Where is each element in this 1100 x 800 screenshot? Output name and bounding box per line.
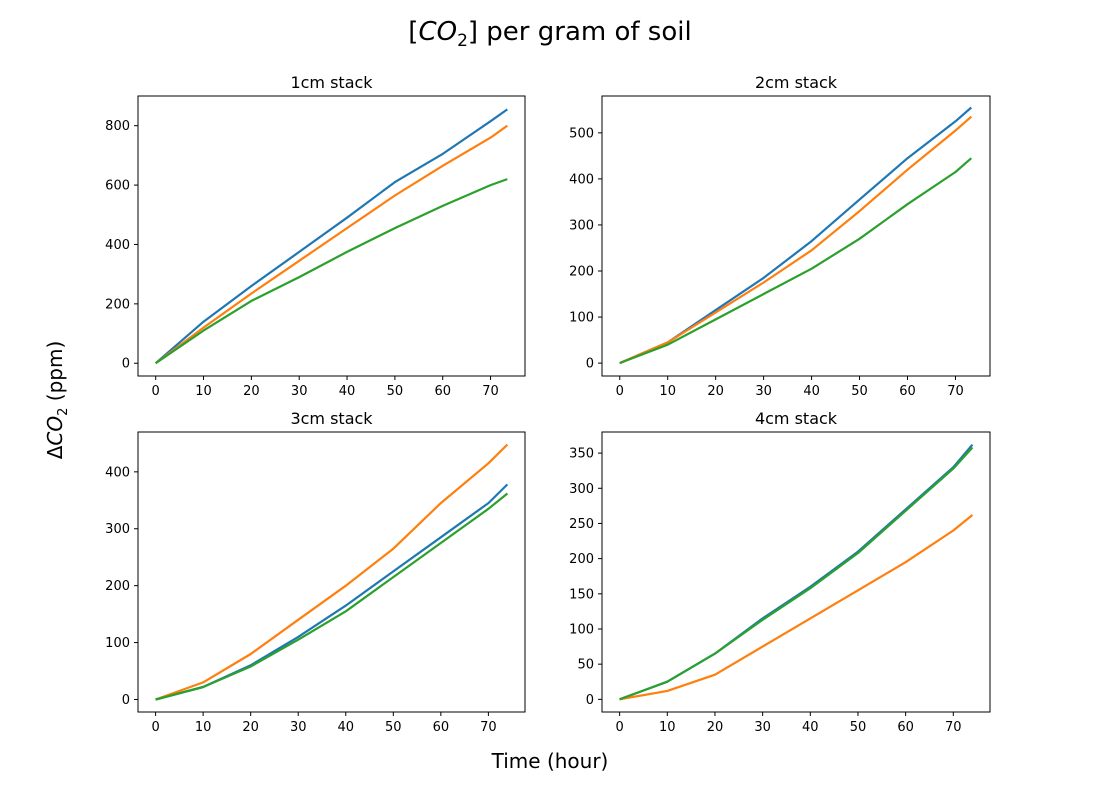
y-tick-label: 0 [122,357,130,372]
x-tick-label: 60 [433,720,450,735]
x-tick-label: 40 [803,384,820,399]
plot-area-frame [601,431,991,713]
y-tick-label: 50 [577,658,594,673]
series-line-1 [155,483,509,701]
y-tick-label: 100 [569,622,594,637]
subplot-3: 3cm stack 0 10 20 30 40 50 60 70 0 100 200 300 400 [105,409,526,735]
x-tick-label: 10 [195,720,212,735]
x-tick-label: 50 [385,720,402,735]
y-tick-label: 100 [105,636,130,651]
x-tick-label: 50 [850,720,867,735]
x-tick-label: 0 [151,720,159,735]
subplot-4: 4cm stack 0 10 20 30 40 50 60 70 0 50 100 150 200 250 3… [569,409,991,735]
series-line-1 [619,106,973,365]
x-tick-label: 40 [802,720,819,735]
x-tick-label: 50 [851,384,868,399]
x-tick-label: 20 [242,720,259,735]
y-tick-label: 250 [569,517,594,532]
y-tick-label: 400 [105,465,130,480]
series-line-3 [155,492,509,701]
plot-area-frame [601,95,991,377]
y-tick-label: 150 [569,587,594,602]
subplot-title: 1cm stack [290,73,373,92]
x-tick-label: 20 [243,384,260,399]
series-line-2 [619,115,973,365]
y-tick-label: 200 [105,297,130,312]
x-tick-label: 30 [291,384,308,399]
series-line-3 [155,178,508,365]
y-tick-label: 200 [569,265,594,280]
plot-area-frame [137,95,526,377]
series-line-3 [619,157,973,365]
x-tick-label: 0 [152,384,160,399]
x-tick-label: 30 [290,720,307,735]
x-tick-label: 60 [897,720,914,735]
x-tick-label: 70 [482,384,499,399]
y-tick-label: 0 [122,693,130,708]
y-tick-label: 300 [569,482,594,497]
y-tick-label: 400 [105,238,130,253]
x-tick-label: 70 [945,720,962,735]
x-tick-label: 70 [947,384,964,399]
x-tick-label: 50 [387,384,404,399]
series-line-1 [154,108,508,365]
series-line-2 [155,443,509,701]
subplot-title: 3cm stack [290,409,373,428]
x-tick-label: 10 [659,384,676,399]
x-tick-label: 20 [707,384,724,399]
y-tick-label: 0 [586,357,594,372]
subplot-title: 4cm stack [755,409,838,428]
x-tick-label: 0 [616,384,624,399]
subplot-1: 1cm stack 0 10 20 30 40 50 60 70 0 200 400 600 800 [105,73,526,399]
y-tick-label: 600 [105,179,130,194]
x-tick-label: 10 [659,720,676,735]
subplot-2: 2cm stack 0 10 20 30 40 50 60 70 0 100 200 300 400 500 [569,73,991,399]
x-tick-label: 30 [755,384,772,399]
x-tick-label: 40 [337,720,354,735]
series-line-2 [155,124,508,365]
y-tick-label: 800 [105,119,130,134]
x-tick-label: 20 [707,720,724,735]
series-line-2 [619,514,974,701]
plot-area-frame [137,431,526,713]
y-tick-label: 400 [569,172,594,187]
x-tick-label: 40 [339,384,356,399]
y-tick-label: 200 [105,579,130,594]
series-line-3 [619,446,974,701]
x-tick-label: 60 [434,384,451,399]
y-tick-label: 0 [586,693,594,708]
series-line-1 [619,443,974,701]
subplot-title: 2cm stack [755,73,838,92]
y-tick-label: 100 [569,311,594,326]
y-tick-label: 300 [105,522,130,537]
y-tick-label: 350 [569,447,594,462]
x-tick-label: 70 [480,720,497,735]
y-axis-label: ΔCO2 (ppm) [43,341,71,460]
x-tick-label: 10 [195,384,212,399]
y-tick-label: 200 [569,552,594,567]
figure-title: [CO2] per gram of soil [408,17,691,51]
x-tick-label: 0 [615,720,623,735]
y-tick-label: 500 [569,126,594,141]
x-axis-label: Time (hour) [491,749,609,773]
y-tick-label: 300 [569,218,594,233]
x-tick-label: 30 [754,720,771,735]
x-tick-label: 60 [899,384,916,399]
